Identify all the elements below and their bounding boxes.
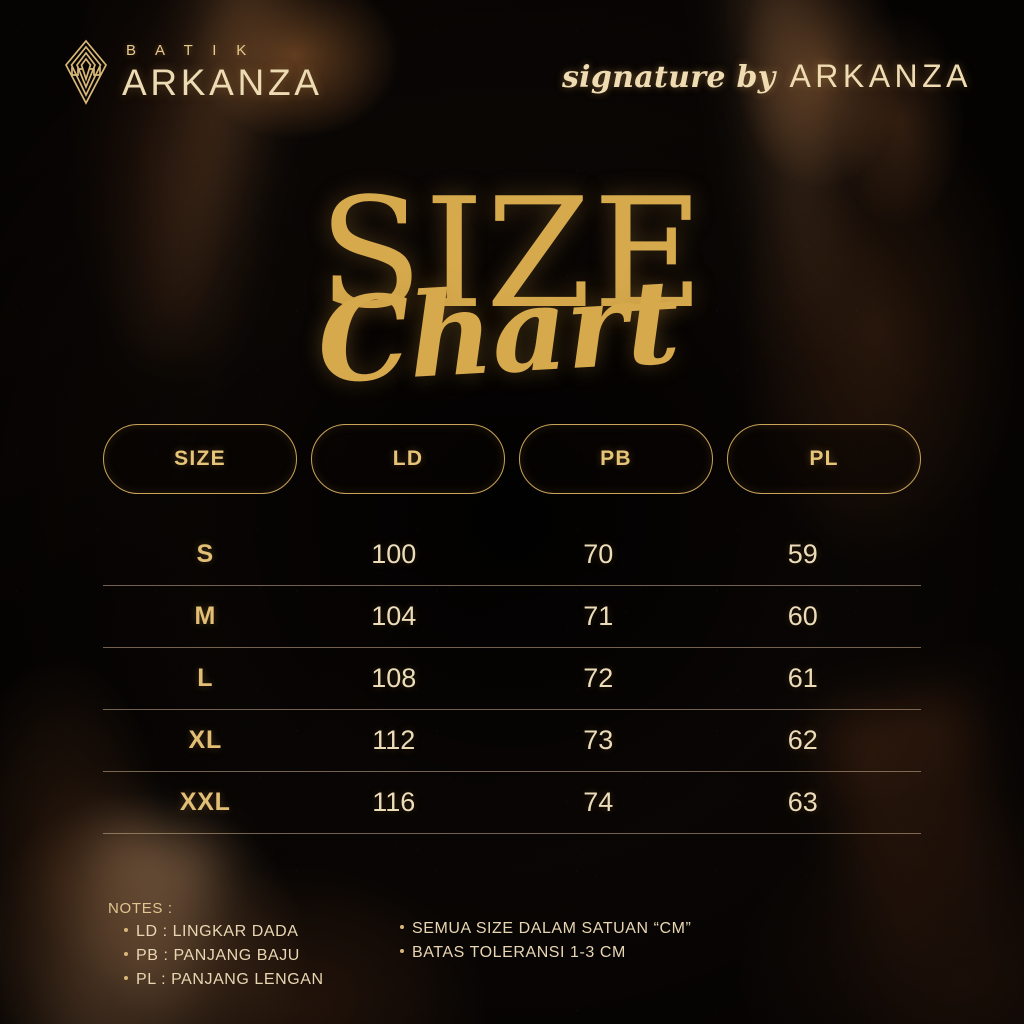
note-text: BATAS TOLERANSI 1-3 CM: [412, 944, 626, 961]
notes-section: NOTES : LD : LINGKAR DADA PB : PANJANG B…: [108, 900, 938, 995]
signature-brand-name: ARKANZA: [789, 58, 972, 94]
column-header-ld: LD: [311, 424, 505, 494]
cell-ld: 112: [372, 725, 416, 755]
page-title: SIZE Chart: [0, 165, 1024, 410]
cell-pb: 70: [583, 539, 614, 569]
batik-diamond-emblem-icon: [64, 39, 108, 105]
note-item: PB : PANJANG BAJU: [108, 947, 358, 965]
note-text: PL : PANJANG LENGAN: [136, 971, 324, 988]
note-text: LD : LINGKAR DADA: [136, 923, 299, 940]
signature-lockup: signature by ARKANZA: [562, 58, 972, 95]
note-item: LD : LINGKAR DADA: [108, 923, 358, 941]
table-body: S 100 70 59 M 104 71 60 L 108 72 61 XL 1…: [103, 524, 921, 834]
cell-pl: 63: [787, 787, 818, 817]
notes-column-left: NOTES : LD : LINGKAR DADA PB : PANJANG B…: [108, 900, 358, 995]
column-header-pl: PL: [727, 424, 921, 494]
bullet-icon: [124, 976, 128, 980]
cell-pl: 61: [787, 663, 818, 693]
table-row: S 100 70 59: [103, 524, 921, 586]
bullet-icon: [400, 949, 404, 953]
bullet-icon: [400, 925, 404, 929]
cell-size: S: [196, 540, 214, 568]
table-row: L 108 72 61: [103, 648, 921, 710]
brand-batik-label: B A T I K: [126, 42, 255, 59]
cell-pb: 73: [583, 725, 614, 755]
size-table: SIZE LD PB PL S 100 70 59 M 104 71 60 L …: [103, 424, 921, 834]
cell-size: XL: [188, 726, 222, 754]
notes-column-right: SEMUA SIZE DALAM SATUAN “CM” BATAS TOLER…: [400, 900, 800, 968]
cell-pb: 72: [583, 663, 614, 693]
bullet-icon: [124, 952, 128, 956]
notes-title: NOTES :: [108, 900, 173, 917]
cell-pb: 71: [583, 601, 614, 631]
cell-size: M: [194, 602, 217, 630]
cell-ld: 108: [371, 663, 417, 693]
cell-pl: 60: [787, 601, 818, 631]
table-row: XXL 116 74 63: [103, 772, 921, 834]
poster-header: B A T I K ARKANZA signature by ARKANZA: [0, 0, 1024, 140]
note-item: PL : PANJANG LENGAN: [108, 971, 358, 989]
table-row: XL 112 73 62: [103, 710, 921, 772]
cell-size: XXL: [179, 788, 231, 816]
cell-ld: 100: [371, 539, 417, 569]
bullet-icon: [124, 928, 128, 932]
note-text: PB : PANJANG BAJU: [136, 947, 300, 964]
title-size-word: SIZE: [318, 165, 706, 342]
brand-logo-left: B A T I K ARKANZA: [62, 38, 323, 106]
note-text: SEMUA SIZE DALAM SATUAN “CM”: [412, 920, 692, 937]
brand-name: ARKANZA: [122, 62, 323, 103]
note-item: SEMUA SIZE DALAM SATUAN “CM”: [400, 920, 800, 938]
table-header-row: SIZE LD PB PL: [103, 424, 921, 494]
cell-size: L: [197, 664, 214, 692]
cell-ld: 116: [372, 787, 416, 817]
column-header-pb: PB: [519, 424, 713, 494]
signature-script-text: signature by: [561, 60, 776, 95]
note-item: BATAS TOLERANSI 1-3 CM: [400, 944, 800, 962]
cell-ld: 104: [371, 601, 417, 631]
cell-pl: 62: [787, 725, 818, 755]
cell-pb: 74: [583, 787, 614, 817]
column-header-size: SIZE: [103, 424, 297, 494]
cell-pl: 59: [787, 539, 818, 569]
table-row: M 104 71 60: [103, 586, 921, 648]
